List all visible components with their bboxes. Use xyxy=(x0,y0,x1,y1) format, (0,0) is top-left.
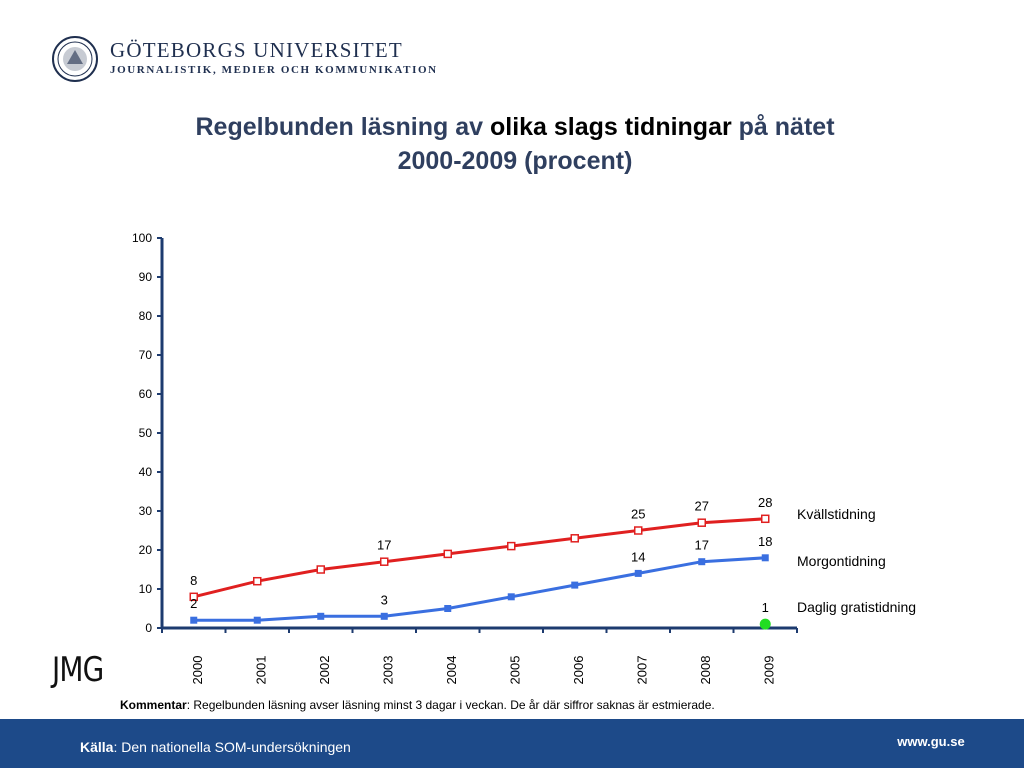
data-point xyxy=(380,612,388,620)
chart-title: Regelbunden läsning av olika slags tidni… xyxy=(120,110,910,178)
title-part-1: Regelbunden läsning av xyxy=(195,113,490,141)
legend-entry: Morgontidning xyxy=(797,553,886,569)
y-tick-label: 30 xyxy=(139,504,153,518)
data-label: 2 xyxy=(190,596,197,611)
source-label: Källa xyxy=(80,739,114,755)
x-tick-label: 2005 xyxy=(508,656,523,685)
jmg-logo: JMG xyxy=(52,650,104,690)
data-point xyxy=(253,576,262,586)
data-point xyxy=(759,618,771,630)
website-link[interactable]: www.gu.se xyxy=(897,734,965,749)
y-tick-label: 100 xyxy=(132,231,152,245)
data-point xyxy=(761,554,769,562)
data-point xyxy=(507,593,515,601)
y-tick-label: 0 xyxy=(145,621,152,635)
y-tick-label: 80 xyxy=(139,309,153,323)
data-label: 3 xyxy=(381,592,388,607)
department-name: JOURNALISTIK, MEDIER OCH KOMMUNIKATION xyxy=(110,64,438,76)
y-tick-label: 90 xyxy=(139,270,153,284)
y-tick-label: 50 xyxy=(139,426,153,440)
university-name: GÖTEBORGS UNIVERSITET xyxy=(110,38,403,62)
y-tick-label: 40 xyxy=(139,465,153,479)
y-tick-label: 20 xyxy=(139,543,153,557)
x-tick-label: 2006 xyxy=(571,656,586,685)
x-tick-label: 2009 xyxy=(762,656,777,685)
data-point xyxy=(253,616,261,624)
data-label: 18 xyxy=(758,534,772,549)
data-point xyxy=(444,605,452,612)
chart-comment: Kommentar: Regelbunden läsning avser läs… xyxy=(120,698,715,712)
line-chart: 0 10 20 30 40 50 60 70 80 90 100 2000 2001 2002 2003 20… xyxy=(132,231,916,685)
data-label: 28 xyxy=(758,495,772,510)
data-label: 14 xyxy=(631,549,645,564)
title-part-3: på nätet xyxy=(731,113,835,141)
data-point xyxy=(761,514,770,524)
y-tick-label: 60 xyxy=(139,387,153,401)
data-point xyxy=(570,534,579,543)
series-line xyxy=(193,517,766,599)
x-tick-label: 2007 xyxy=(635,656,650,685)
x-tick-label: 2001 xyxy=(254,656,269,685)
data-point xyxy=(507,541,516,551)
y-tick-label: 70 xyxy=(139,348,153,362)
title-part-2: olika slags tidningar xyxy=(489,113,732,141)
x-tick-label: 2003 xyxy=(381,656,396,685)
source-text: : Den nationella SOM-undersökningen xyxy=(113,739,351,755)
title-line-2: 2000-2009 (procent) xyxy=(397,147,633,175)
legend-entry: Daglig gratistidning xyxy=(797,599,916,615)
data-point xyxy=(571,581,579,589)
data-point xyxy=(698,558,706,566)
y-tick-label: 10 xyxy=(139,582,153,596)
data-point xyxy=(317,612,325,620)
data-point xyxy=(380,557,389,566)
data-label: 25 xyxy=(631,507,645,522)
data-label: 1 xyxy=(762,600,769,615)
university-seal-icon xyxy=(52,36,98,82)
data-point xyxy=(634,569,642,577)
footer-bar: Källa: Den nationella SOM-undersökningen… xyxy=(0,719,1024,768)
data-point xyxy=(443,549,452,559)
series-line xyxy=(193,556,766,622)
x-tick-label: 2002 xyxy=(317,656,332,685)
x-tick-label: 2004 xyxy=(444,656,459,685)
comment-label: Kommentar xyxy=(120,698,187,712)
x-tick-label: 2000 xyxy=(190,656,205,685)
data-label: 17 xyxy=(377,538,391,553)
data-point xyxy=(190,616,198,624)
data-point xyxy=(634,526,643,535)
data-label: 17 xyxy=(695,538,709,553)
source-note: Källa: Den nationella SOM-undersökningen xyxy=(80,739,351,755)
comment-text: : Regelbunden läsning avser läsning mins… xyxy=(186,698,715,712)
x-tick-label: 2008 xyxy=(698,656,713,685)
data-point xyxy=(697,518,706,527)
data-label: 8 xyxy=(190,573,197,588)
university-logo: GÖTEBORGS UNIVERSITET JOURNALISTIK, MEDI… xyxy=(52,36,482,84)
data-point xyxy=(316,565,325,574)
data-label: 27 xyxy=(695,499,709,514)
data-point xyxy=(189,592,198,602)
legend-entry: Kvällstidning xyxy=(797,506,876,522)
